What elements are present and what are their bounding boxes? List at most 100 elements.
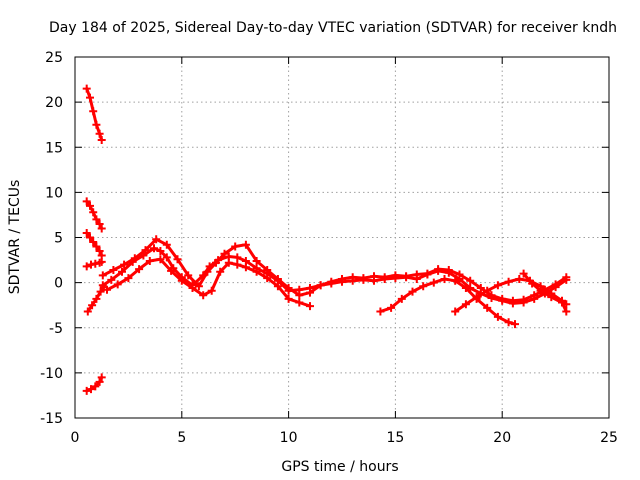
data-point (515, 275, 524, 283)
series-track-10 (376, 275, 519, 329)
data-point (359, 274, 368, 283)
data-point (451, 276, 460, 285)
data-point (252, 267, 261, 276)
grid (75, 57, 609, 418)
data-point (184, 271, 193, 280)
series-track-5 (82, 373, 106, 395)
data-point (530, 291, 539, 300)
data-point (82, 229, 91, 237)
data-point (86, 93, 94, 102)
chart-title: Day 184 of 2025, Sidereal Day-to-day VTE… (49, 20, 617, 36)
tick-labels: 0 5 10 15 20 25 -15 -10 -5 0 5 10 15 20 25 (40, 50, 618, 446)
data-point (98, 281, 107, 290)
y-axis-label: SDTVAR / TECUs (7, 180, 23, 295)
data-point (412, 270, 421, 279)
data-point (547, 293, 556, 302)
data-point (150, 244, 158, 253)
data-point (96, 287, 105, 296)
data-point (145, 257, 154, 265)
data-point (224, 258, 233, 267)
data-point (92, 120, 101, 129)
data-point (284, 284, 293, 292)
series-line (522, 272, 568, 313)
data-point (423, 269, 432, 278)
data-point (472, 293, 481, 302)
data-point (295, 291, 304, 300)
y-tick-label: 20 (45, 95, 63, 111)
data-point (156, 255, 165, 264)
x-tick-label: 0 (71, 430, 80, 446)
data-point (231, 242, 240, 251)
data-point (483, 303, 492, 312)
series-line (453, 277, 568, 313)
data-point (162, 253, 171, 262)
data-point (97, 224, 106, 233)
data-point (87, 385, 95, 394)
data-point (203, 267, 212, 276)
data-point (88, 301, 97, 310)
series-track-2 (82, 197, 106, 233)
data-point (306, 302, 314, 311)
data-point (562, 307, 571, 316)
series-track-9 (103, 255, 314, 311)
data-point (86, 233, 94, 242)
data-point (519, 269, 528, 278)
data-point (348, 273, 357, 282)
series-track-12 (519, 269, 571, 316)
data-point (562, 273, 571, 282)
data-point (487, 291, 496, 300)
data-point (252, 257, 261, 265)
data-point (141, 246, 150, 255)
data-point (451, 307, 460, 316)
data-point (476, 284, 485, 292)
data-point (92, 294, 101, 303)
data-point (107, 275, 116, 284)
y-tick-label: -10 (40, 366, 63, 382)
data-point (199, 291, 208, 300)
data-point (263, 274, 272, 283)
series-line (378, 277, 517, 326)
series-layer (82, 84, 571, 395)
data-point (241, 240, 250, 249)
data-point (419, 282, 428, 291)
x-tick-label: 25 (600, 430, 618, 446)
data-point (167, 266, 176, 275)
data-point (233, 253, 242, 262)
y-tick-label: 5 (54, 231, 63, 247)
data-point (397, 294, 406, 303)
y-tick-label: 25 (45, 50, 63, 66)
data-point (89, 208, 98, 217)
x-tick-label: 10 (280, 430, 298, 446)
data-point (95, 129, 104, 138)
data-point (103, 285, 111, 294)
data-point (263, 266, 272, 274)
data-point (498, 294, 507, 303)
data-point (173, 255, 182, 264)
data-point (380, 273, 389, 282)
data-point (536, 286, 545, 295)
data-point (519, 295, 528, 304)
data-point (461, 300, 470, 309)
data-point (408, 287, 417, 296)
x-tick-label: 20 (493, 430, 511, 446)
data-point (493, 312, 502, 321)
data-point (444, 266, 453, 274)
data-point (177, 276, 186, 285)
data-point (233, 260, 242, 269)
data-point (558, 298, 566, 307)
data-point (194, 282, 203, 291)
data-point (207, 286, 216, 295)
data-point (97, 257, 106, 266)
series-track-3 (82, 229, 106, 260)
x-tick-label: 5 (177, 430, 186, 446)
data-point (284, 294, 293, 303)
data-point (82, 262, 91, 271)
data-point (434, 265, 443, 274)
data-point (273, 282, 282, 291)
data-point (82, 84, 91, 93)
data-point (82, 386, 91, 395)
data-point (316, 281, 325, 290)
data-point (92, 242, 101, 251)
data-point (212, 258, 220, 267)
data-point (241, 263, 250, 272)
